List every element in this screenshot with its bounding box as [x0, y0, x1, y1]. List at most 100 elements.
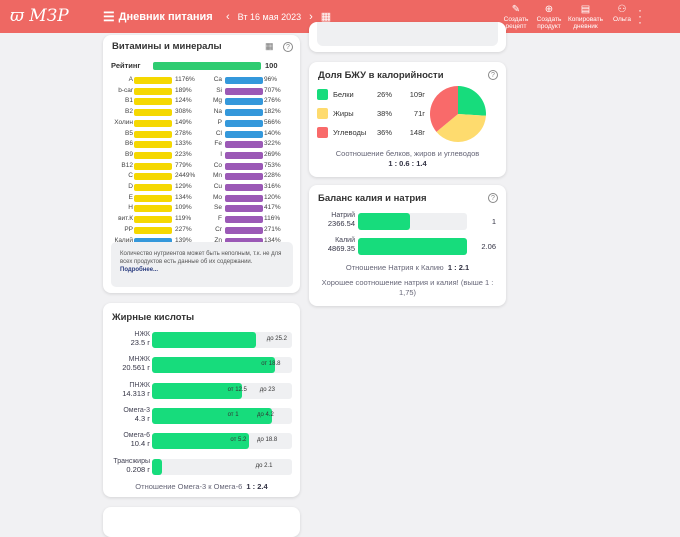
- help-icon[interactable]: ?: [283, 42, 293, 52]
- nutrient-row: B6 133%: [103, 140, 203, 149]
- nutrient-bar: [134, 87, 172, 95]
- nutrient-row: Mo 120%: [192, 194, 292, 203]
- bju-pie-chart: [430, 86, 486, 142]
- help-icon[interactable]: ?: [488, 193, 498, 203]
- table-icon[interactable]: ▦: [265, 41, 274, 51]
- nutrient-bar: [134, 184, 172, 191]
- bju-legend-item: Углеводы 36% 148г: [317, 127, 425, 139]
- vitamins-card: Витамины и минералы ▦ ? Рейтинг 100 A 11…: [103, 35, 300, 293]
- bju-legend-item: Жиры 38% 71г: [317, 108, 425, 120]
- range-mark: до 18.8: [257, 437, 278, 444]
- logo[interactable]: ϖ МЗР: [10, 6, 69, 26]
- fat-row: ПНЖК 14.313 г от 12.5 до 23: [103, 381, 300, 399]
- nutrient-percent: 227%: [175, 225, 192, 233]
- rating-value: 100: [265, 61, 278, 70]
- nutrient-name: A: [128, 76, 133, 83]
- pie-slice-0: [458, 86, 486, 116]
- nutrient-name: B6: [125, 140, 133, 148]
- nutrient-percent: 133%: [175, 140, 192, 148]
- next-card: [103, 507, 300, 537]
- nutrient-row: H 109%: [103, 204, 203, 213]
- nutrient-percent: 278%: [175, 129, 192, 137]
- nutrient-row: C 2449%: [103, 172, 203, 181]
- nutrient-percent: 189%: [175, 86, 192, 94]
- nutrient-name: B2: [125, 108, 133, 116]
- fat-label: Омега-6 10.4 г: [123, 432, 150, 449]
- nutrient-row: Калий 139%: [103, 237, 203, 246]
- nutrient-bar: [134, 226, 172, 234]
- range-mark: от 18.8: [261, 361, 281, 368]
- nutrient-row: Co 753%: [192, 162, 292, 171]
- nutrient-row: Mn 228%: [192, 172, 292, 181]
- nutrient-name: Ca: [213, 76, 222, 83]
- nutrient-row: Zn 134%: [192, 237, 292, 246]
- fat-row: Омега-3 4.3 г от 1 до 4.2: [103, 406, 300, 424]
- nutrient-bar: [134, 205, 172, 213]
- fat-row: МНЖК 20.561 г от 18.8: [103, 355, 300, 374]
- nutrient-bar: [134, 173, 172, 181]
- action-recipe-button[interactable]: ✎ Создать рецепт: [503, 4, 529, 30]
- nutrient-percent: 566%: [264, 118, 281, 126]
- nutrient-percent: 129%: [175, 183, 192, 190]
- nutrient-percent: 124%: [175, 97, 192, 105]
- nutrient-row: Na 182%: [192, 108, 292, 117]
- range-mark: от 5.2: [230, 437, 247, 444]
- product-icon: ⊕: [544, 4, 554, 15]
- nutrient-percent: 109%: [175, 204, 192, 212]
- nutrient-bar: [225, 226, 263, 234]
- kna-label: Калий 4869.35: [327, 237, 355, 253]
- nutrient-bar: [225, 173, 263, 181]
- nutrient-bar: [225, 130, 263, 138]
- nutrient-bar: [134, 109, 172, 117]
- fat-row: Трансжиры 0.208 г до 2.1: [103, 457, 300, 475]
- fat-label: ПНЖК 14.313 г: [122, 381, 150, 398]
- nutrient-bar: [134, 77, 172, 84]
- action-copy-button[interactable]: ▤ Копировать дневник: [568, 4, 603, 30]
- nutrient-row: b-car 189%: [103, 87, 203, 96]
- nutrient-row: Cr 271%: [192, 226, 292, 235]
- menu-button[interactable]: ☰ Дневник питания: [103, 9, 213, 25]
- pie-slice-1: [436, 114, 486, 142]
- legend-swatch: [317, 108, 328, 119]
- nutrient-percent: 116%: [264, 215, 281, 223]
- kna-label: Натрий 2366.54: [327, 212, 355, 228]
- nutrient-row: P 566%: [192, 119, 292, 128]
- nutrient-row: Se 417%: [192, 204, 292, 213]
- nutrient-name: PP: [124, 225, 133, 233]
- note-text: Количество нутриентов может быть неполны…: [120, 251, 282, 265]
- nutrient-row: I 269%: [192, 151, 292, 160]
- nutrient-row: Mg 276%: [192, 97, 292, 106]
- kna-row: Калий 4869.35 2.06: [309, 237, 506, 257]
- prev-day-button[interactable]: ‹: [226, 10, 230, 23]
- nutrient-percent: 707%: [264, 86, 281, 94]
- more-icon[interactable]: · · ·: [638, 3, 642, 29]
- legend-percent: 26%: [377, 90, 393, 99]
- nutrient-row: D 129%: [103, 183, 203, 192]
- nutrient-bar: [225, 237, 263, 245]
- nutrient-name: B12: [121, 161, 133, 169]
- nutrient-bar: [225, 98, 263, 106]
- nutrient-percent: 182%: [264, 108, 281, 116]
- next-day-button[interactable]: ›: [309, 10, 313, 23]
- nutrient-name: C: [128, 172, 133, 180]
- nutrient-row: B5 278%: [103, 130, 203, 139]
- action-product-button[interactable]: ⊕ Создать продукт: [536, 4, 562, 30]
- nutrient-name: Mn: [212, 172, 222, 180]
- calendar-icon[interactable]: ▦: [320, 11, 332, 23]
- nutrient-name: Na: [213, 108, 222, 116]
- nutrient-name: B5: [125, 129, 133, 137]
- help-icon[interactable]: ?: [488, 70, 498, 80]
- more-link[interactable]: Подробнее...: [120, 267, 159, 273]
- nutrient-bar: [134, 237, 172, 245]
- nutrient-bar: [134, 119, 172, 127]
- nutrient-bar: [134, 216, 172, 224]
- copy-icon: ▤: [580, 4, 591, 15]
- nutrient-row: Холин 149%: [103, 119, 203, 128]
- legend-name: Углеводы: [333, 128, 367, 137]
- nutrient-percent: 271%: [264, 225, 281, 233]
- action-user-button[interactable]: ⚇ Ольга: [608, 4, 636, 30]
- fatty-acids-card: Жирные кислоты НЖК 23.5 г до 25.2 МНЖК 20.…: [103, 303, 300, 497]
- nutrient-percent: 2449%: [175, 172, 196, 180]
- nutrient-bar: [134, 162, 172, 170]
- nutrient-bar: [225, 151, 263, 159]
